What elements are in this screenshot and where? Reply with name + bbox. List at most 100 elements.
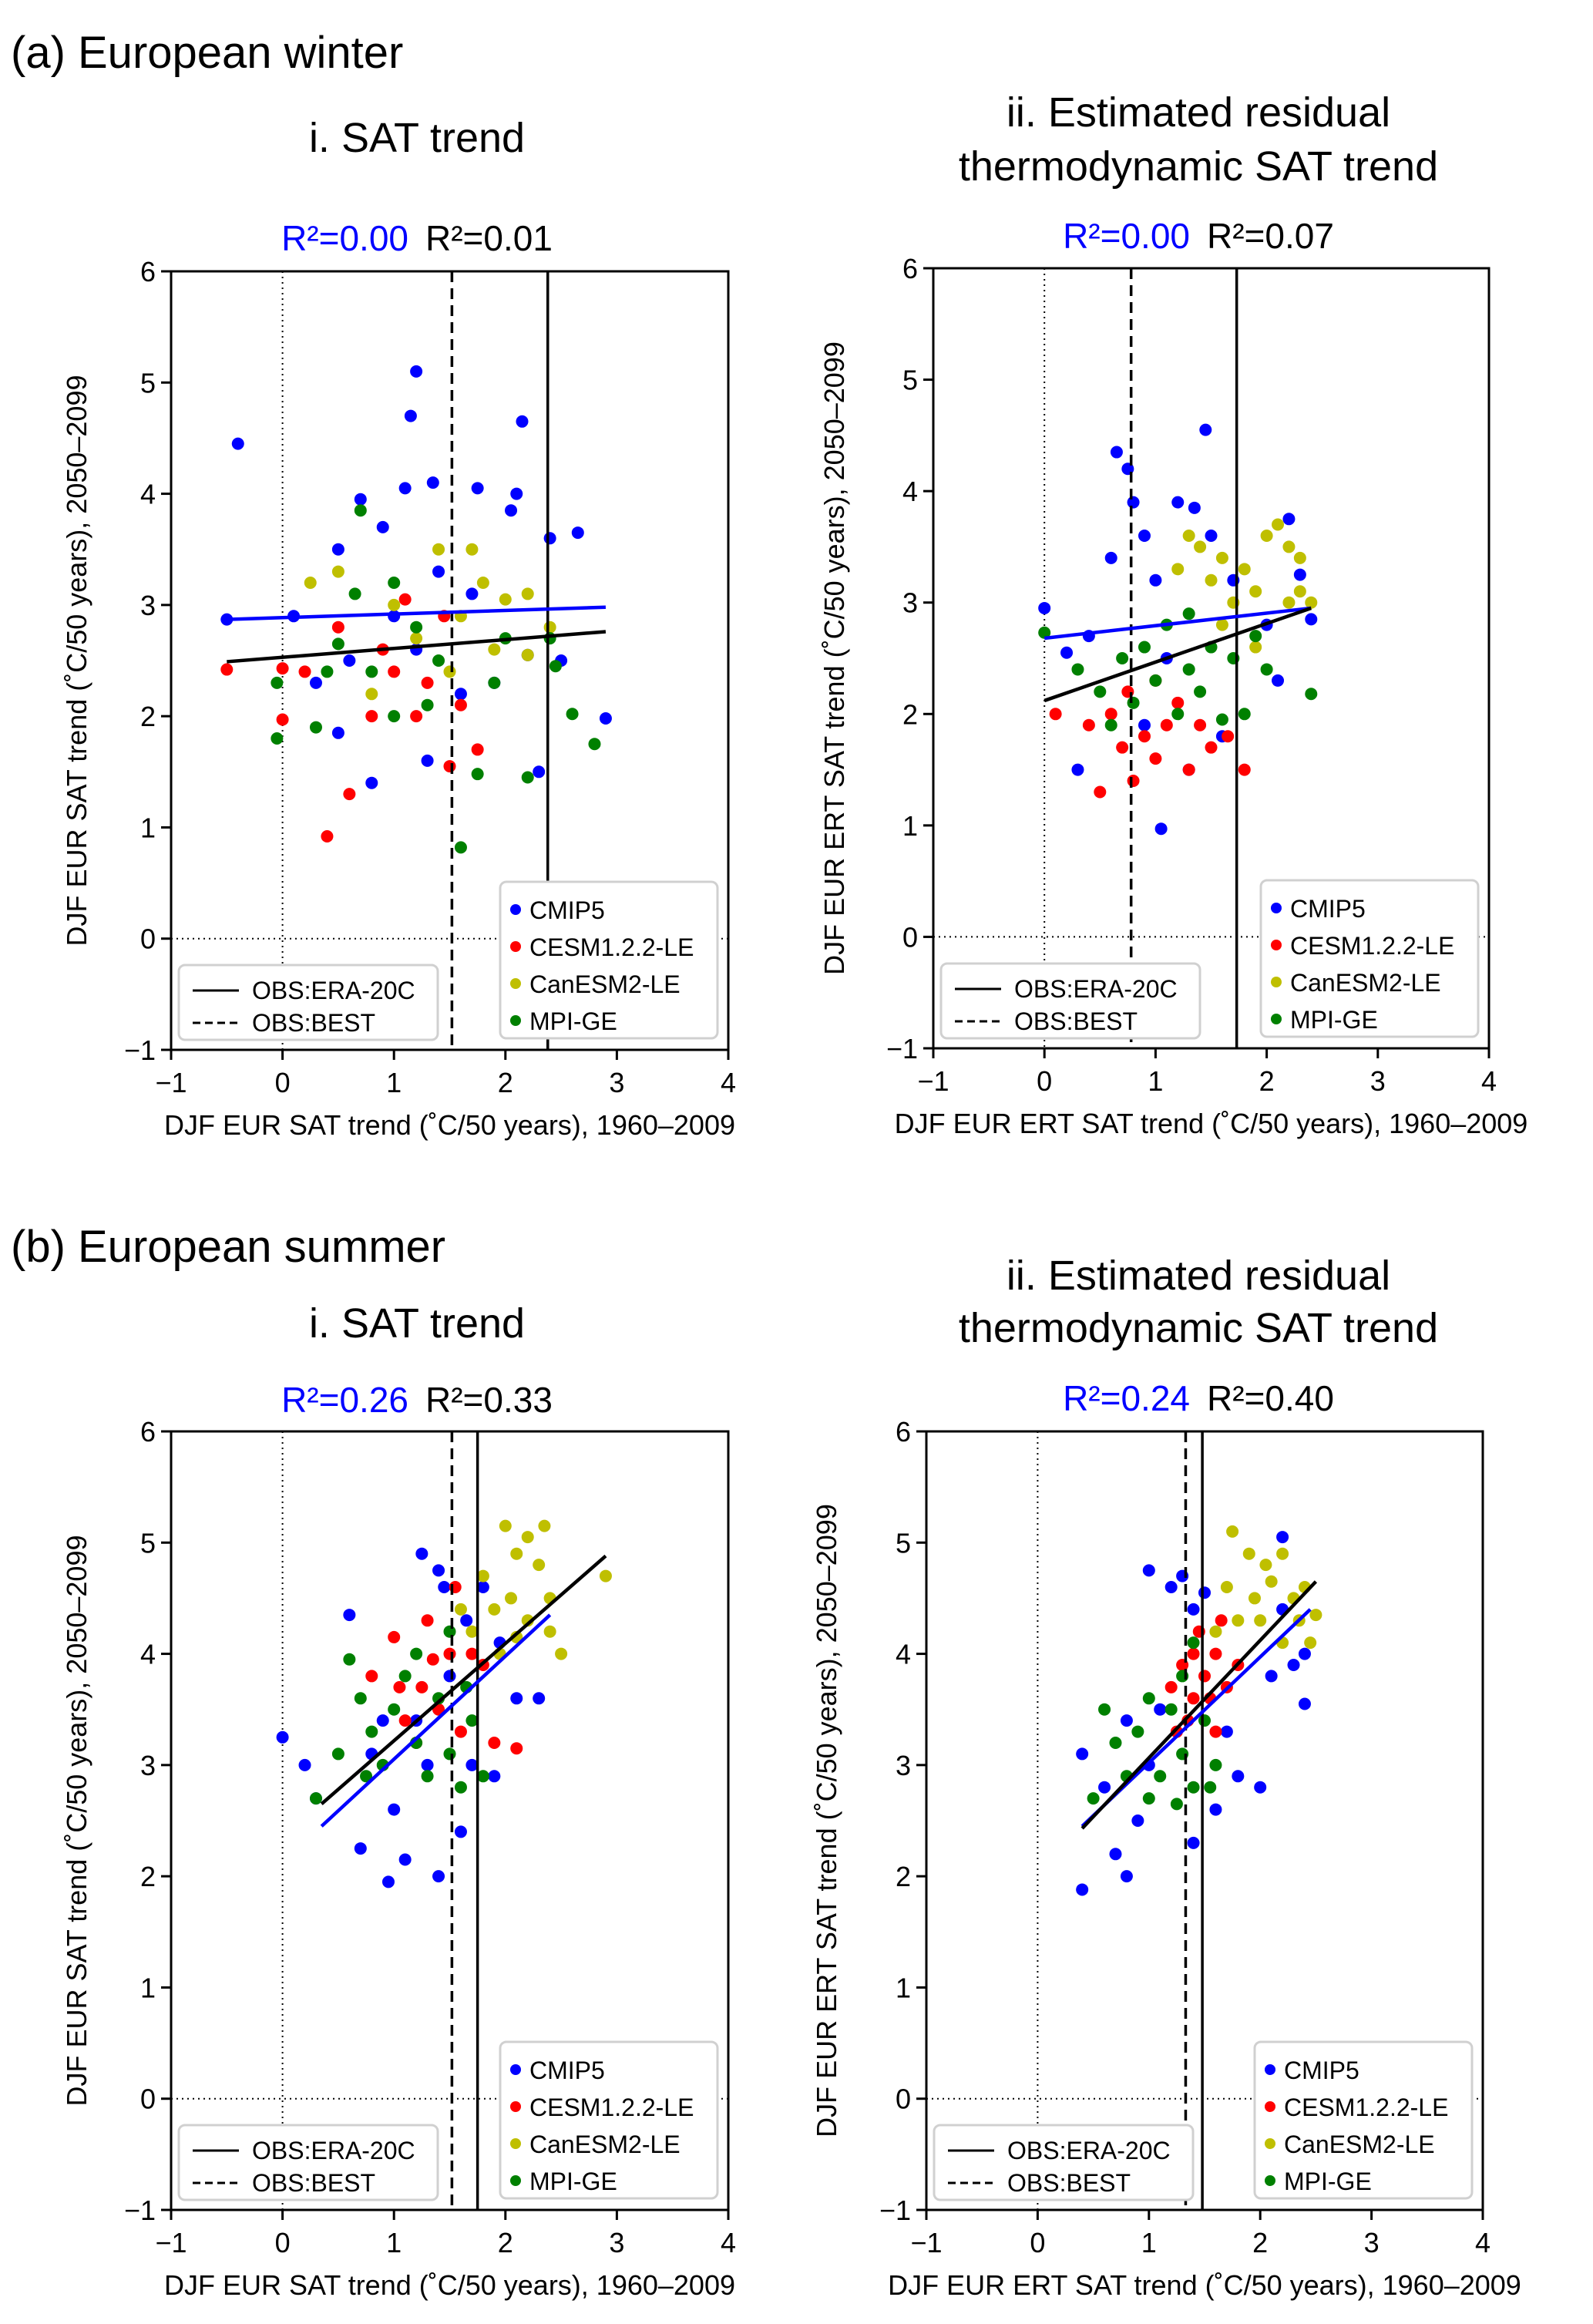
- point-mpi-ge: [1170, 1798, 1183, 1811]
- point-cesm122-le: [415, 1680, 428, 1693]
- legend-label: OBS:ERA-20C: [252, 977, 415, 1004]
- point-mpi-ge: [1260, 663, 1273, 676]
- point-cmip5: [1199, 423, 1212, 436]
- point-cmip5: [465, 1758, 479, 1771]
- point-cesm122-le: [421, 676, 434, 689]
- point-cmip5: [1265, 1670, 1278, 1683]
- section-title-b: (b) European summer: [11, 1222, 445, 1272]
- point-cesm122-le: [1127, 775, 1140, 788]
- point-cmip5: [476, 1581, 489, 1593]
- point-cmip5: [1071, 763, 1084, 776]
- point-canesm2-le: [510, 1547, 523, 1560]
- point-cesm122-le: [388, 665, 401, 678]
- legend-label: CMIP5: [1284, 2057, 1359, 2084]
- obs-legend: OBS:ERA-20C OBS:BEST: [177, 964, 439, 1041]
- legend-label: MPI-GE: [1284, 2168, 1372, 2195]
- point-cmip5: [426, 476, 439, 489]
- point-canesm2-le: [1260, 529, 1273, 542]
- fit-line-cmip5: [320, 1613, 552, 1828]
- legend-label: OBS:ERA-20C: [252, 2137, 415, 2164]
- point-cmip5: [415, 1547, 428, 1560]
- point-cmip5: [471, 482, 484, 495]
- plot-frame: [170, 1430, 730, 2211]
- point-mpi-ge: [388, 577, 401, 589]
- legend-label: OBS:BEST: [1014, 1007, 1138, 1035]
- point-cmip5: [421, 754, 434, 767]
- point-cesm122-le: [1209, 1647, 1222, 1660]
- point-mpi-ge: [1238, 708, 1251, 721]
- legend-label: OBS:ERA-20C: [1014, 975, 1178, 1003]
- point-cmip5: [354, 1842, 367, 1855]
- point-canesm2-le: [1304, 1636, 1317, 1650]
- point-mpi-ge: [443, 1747, 456, 1761]
- point-mpi-ge: [360, 1770, 373, 1783]
- x-tick-label: −1: [155, 2227, 187, 2258]
- y-axis-label: DJF EUR ERT SAT trend (˚C/50 years), 205…: [811, 1504, 842, 2137]
- y-tick-label: 6: [140, 256, 156, 288]
- y-tick-label: 1: [902, 810, 918, 842]
- point-mpi-ge: [354, 1692, 367, 1705]
- r2-cmip5: R²=0.00: [281, 218, 408, 258]
- point-cesm122-le: [1187, 1647, 1200, 1660]
- x-tick-label: −1: [155, 1067, 187, 1098]
- point-mpi-ge: [331, 1747, 344, 1761]
- legend-label: OBS:BEST: [252, 2169, 375, 2197]
- point-mpi-ge: [1142, 1792, 1155, 1805]
- point-mpi-ge: [1098, 1703, 1111, 1716]
- obs-legend: OBS:ERA-20C OBS:BEST: [933, 2124, 1195, 2201]
- point-cmip5: [1209, 1803, 1222, 1816]
- plot-frame: [925, 1430, 1484, 2211]
- point-canesm2-le: [1171, 563, 1185, 576]
- point-mpi-ge: [1171, 708, 1185, 721]
- point-cmip5: [1109, 1848, 1122, 1861]
- r2-labels: R²=0.24 R²=0.40: [1063, 1378, 1334, 1418]
- point-cmip5: [354, 493, 367, 506]
- point-mpi-ge: [365, 665, 378, 678]
- y-tick-label: 1: [896, 1972, 911, 2003]
- point-cesm122-le: [1160, 718, 1173, 732]
- y-tick-label: 4: [902, 476, 918, 507]
- point-cmip5: [1149, 573, 1162, 587]
- x-tick-label: 4: [1475, 2227, 1490, 2258]
- point-cmip5: [1282, 513, 1296, 526]
- y-tick-label: 6: [902, 253, 918, 284]
- point-cesm122-le: [1149, 752, 1162, 765]
- point-cmip5: [1305, 613, 1318, 626]
- legend-marker-icon: [510, 904, 521, 915]
- point-cmip5: [1198, 1586, 1211, 1599]
- y-tick-label: 0: [902, 921, 918, 953]
- y-tick-label: 4: [140, 479, 156, 510]
- x-tick-label: 2: [1252, 2227, 1268, 2258]
- point-cmip5: [488, 1770, 501, 1783]
- point-cesm122-le: [471, 743, 484, 756]
- point-canesm2-le: [304, 577, 317, 589]
- legend-label: CanESM2-LE: [529, 970, 681, 998]
- point-canesm2-le: [1232, 1614, 1245, 1627]
- point-mpi-ge: [271, 676, 284, 689]
- x-tick-label: 1: [1148, 1065, 1163, 1097]
- point-mpi-ge: [1187, 1636, 1200, 1650]
- point-cesm122-le: [388, 1630, 401, 1643]
- legend-box: [177, 2124, 439, 2201]
- point-canesm2-le: [521, 1531, 534, 1544]
- x-axis-label: DJF EUR SAT trend (˚C/50 years), 1960–20…: [164, 2269, 735, 2301]
- y-tick-label: 2: [140, 701, 156, 732]
- point-cmip5: [381, 1875, 395, 1888]
- point-cmip5: [1127, 496, 1140, 509]
- point-cesm122-le: [1138, 730, 1151, 743]
- x-tick-label: 2: [498, 2227, 513, 2258]
- legend-marker-icon: [510, 2101, 521, 2112]
- x-tick-label: 2: [1259, 1065, 1275, 1097]
- legend-label: CESM1.2.2-LE: [1284, 2094, 1448, 2121]
- y-tick-label: 4: [140, 1639, 156, 1670]
- legend-label: OBS:BEST: [252, 1009, 375, 1037]
- point-cmip5: [1104, 551, 1117, 564]
- point-canesm2-le: [1305, 596, 1318, 609]
- point-canesm2-le: [521, 587, 534, 600]
- legend-box: [1259, 879, 1480, 1038]
- legend-label: OBS:BEST: [1007, 2169, 1131, 2197]
- x-tick-label: 0: [275, 1067, 291, 1098]
- point-mpi-ge: [1305, 688, 1318, 701]
- point-mpi-ge: [1071, 663, 1084, 676]
- point-canesm2-le: [488, 643, 501, 656]
